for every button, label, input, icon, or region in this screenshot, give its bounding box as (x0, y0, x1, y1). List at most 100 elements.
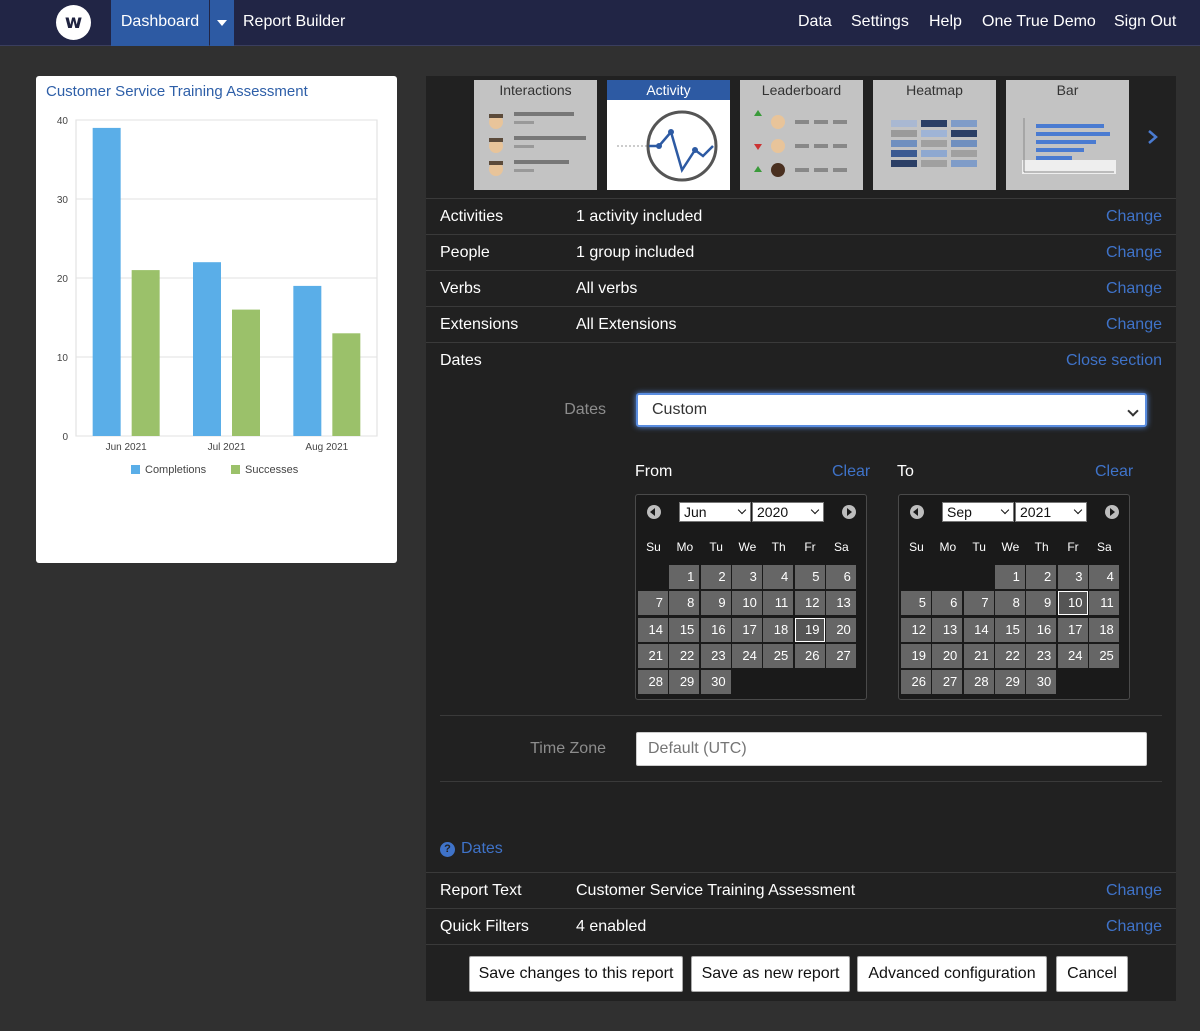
calendar-day[interactable]: 4 (763, 565, 794, 589)
calendar-day[interactable]: 8 (669, 591, 700, 616)
thumb-leaderboard[interactable]: Leaderboard (740, 80, 863, 190)
calendar-day[interactable]: 10 (1057, 591, 1088, 616)
clear-from-link[interactable]: Clear (832, 463, 871, 480)
calendar-day[interactable]: 21 (963, 643, 994, 668)
calendar-day[interactable]: 15 (669, 617, 700, 642)
calendar-day[interactable]: 25 (1088, 643, 1119, 668)
calendar-day[interactable]: 18 (763, 617, 794, 642)
calendar-day[interactable]: 28 (963, 670, 994, 695)
nav-account[interactable]: One True Demo (982, 13, 1096, 30)
from-month-select[interactable]: Jun (679, 502, 751, 522)
calendar-day[interactable]: 26 (794, 643, 825, 668)
to-year-select[interactable]: 2021 (1015, 502, 1087, 522)
calendar-day[interactable]: 3 (731, 565, 762, 589)
calendar-day[interactable]: 12 (794, 591, 825, 616)
calendar-day[interactable]: 29 (669, 670, 700, 695)
calendar-day[interactable]: 24 (1057, 643, 1088, 668)
calendar-day[interactable]: 5 (901, 591, 931, 616)
change-report-text-link[interactable]: Change (1105, 882, 1162, 899)
calendar-day[interactable]: 20 (825, 617, 856, 642)
save-changes-button[interactable]: Save changes to this report (469, 956, 683, 992)
dates-help-link[interactable]: ? Dates (440, 840, 503, 858)
calendar-day[interactable]: 27 (825, 643, 856, 668)
calendar-day[interactable]: 19 (901, 643, 931, 668)
calendar-day[interactable]: 24 (731, 643, 762, 668)
nav-settings[interactable]: Settings (851, 13, 909, 30)
calendar-day[interactable]: 12 (901, 617, 931, 642)
timezone-input[interactable] (636, 732, 1147, 766)
calendar-day[interactable]: 22 (994, 643, 1025, 668)
calendar-day[interactable]: 16 (700, 617, 731, 642)
thumb-heatmap[interactable]: Heatmap (873, 80, 996, 190)
change-extensions-link[interactable]: Change (1105, 316, 1162, 333)
calendar-day[interactable]: 25 (763, 643, 794, 668)
calendar-day[interactable]: 10 (731, 591, 762, 616)
calendar-day[interactable]: 27 (932, 670, 963, 695)
weekday-header: Tu (709, 540, 723, 554)
calendar-day[interactable]: 17 (1057, 617, 1088, 642)
calendar-day[interactable]: 29 (994, 670, 1025, 695)
next-month-icon[interactable] (1105, 505, 1119, 519)
calendar-day[interactable]: 1 (669, 565, 700, 589)
next-month-icon[interactable] (842, 505, 856, 519)
change-verbs-link[interactable]: Change (1105, 280, 1162, 297)
calendar-day[interactable]: 21 (638, 643, 668, 668)
calendar-day[interactable]: 14 (638, 617, 668, 642)
calendar-day[interactable]: 16 (1026, 617, 1057, 642)
thumb-interactions[interactable]: Interactions (474, 80, 597, 190)
calendar-day[interactable]: 2 (1026, 565, 1057, 589)
nav-help[interactable]: Help (929, 13, 962, 30)
cancel-button[interactable]: Cancel (1056, 956, 1128, 992)
calendar-day[interactable]: 26 (901, 670, 931, 695)
calendar-day[interactable]: 30 (1026, 670, 1057, 695)
close-section-link[interactable]: Close section (1065, 352, 1162, 369)
calendar-day[interactable]: 4 (1088, 565, 1119, 589)
calendar-day[interactable]: 3 (1057, 565, 1088, 589)
calendar-day[interactable]: 7 (963, 591, 994, 616)
logo[interactable]: w (56, 5, 91, 40)
prev-month-icon[interactable] (647, 505, 661, 519)
calendar-day[interactable]: 20 (932, 643, 963, 668)
calendar-day[interactable]: 22 (669, 643, 700, 668)
calendar-day[interactable]: 30 (700, 670, 731, 695)
calendar-day[interactable]: 6 (932, 591, 963, 616)
change-activities-link[interactable]: Change (1105, 208, 1162, 225)
prev-month-icon[interactable] (910, 505, 924, 519)
nav-sign-out[interactable]: Sign Out (1114, 13, 1177, 30)
calendar-day[interactable]: 18 (1088, 617, 1119, 642)
to-month-select[interactable]: Sep (942, 502, 1014, 522)
nav-dashboard[interactable]: Dashboard (111, 0, 209, 46)
calendar-day[interactable]: 2 (700, 565, 731, 589)
calendar-day[interactable]: 8 (994, 591, 1025, 616)
from-year-select[interactable]: 2020 (752, 502, 824, 522)
change-people-link[interactable]: Change (1105, 244, 1162, 261)
nav-report-builder[interactable]: Report Builder (243, 13, 346, 30)
calendar-day[interactable]: 11 (763, 591, 794, 616)
advanced-configuration-button[interactable]: Advanced configuration (857, 956, 1047, 992)
change-quick-filters-link[interactable]: Change (1105, 918, 1162, 935)
calendar-day[interactable]: 9 (1026, 591, 1057, 616)
clear-to-link[interactable]: Clear (1095, 463, 1134, 480)
dashboard-dropdown-caret-icon[interactable] (210, 0, 234, 46)
calendar-day[interactable]: 5 (794, 565, 825, 589)
thumb-activity[interactable]: Activity (607, 80, 730, 190)
calendar-day[interactable]: 13 (825, 591, 856, 616)
thumb-bar[interactable]: Bar (1006, 80, 1129, 190)
calendar-day[interactable]: 15 (994, 617, 1025, 642)
calendar-day[interactable]: 1 (994, 565, 1025, 589)
calendar-day[interactable]: 17 (731, 617, 762, 642)
calendar-day[interactable]: 14 (963, 617, 994, 642)
calendar-day[interactable]: 7 (638, 591, 668, 616)
calendar-day[interactable]: 6 (825, 565, 856, 589)
calendar-day[interactable]: 19 (794, 617, 825, 642)
chevron-right-icon[interactable] (1144, 126, 1162, 148)
calendar-day[interactable]: 23 (700, 643, 731, 668)
nav-data[interactable]: Data (798, 13, 832, 30)
calendar-day[interactable]: 13 (932, 617, 963, 642)
dates-range-select[interactable]: Custom (636, 393, 1147, 427)
calendar-day[interactable]: 9 (700, 591, 731, 616)
calendar-day[interactable]: 11 (1088, 591, 1119, 616)
calendar-day[interactable]: 28 (638, 670, 668, 695)
save-as-new-button[interactable]: Save as new report (691, 956, 850, 992)
calendar-day[interactable]: 23 (1026, 643, 1057, 668)
